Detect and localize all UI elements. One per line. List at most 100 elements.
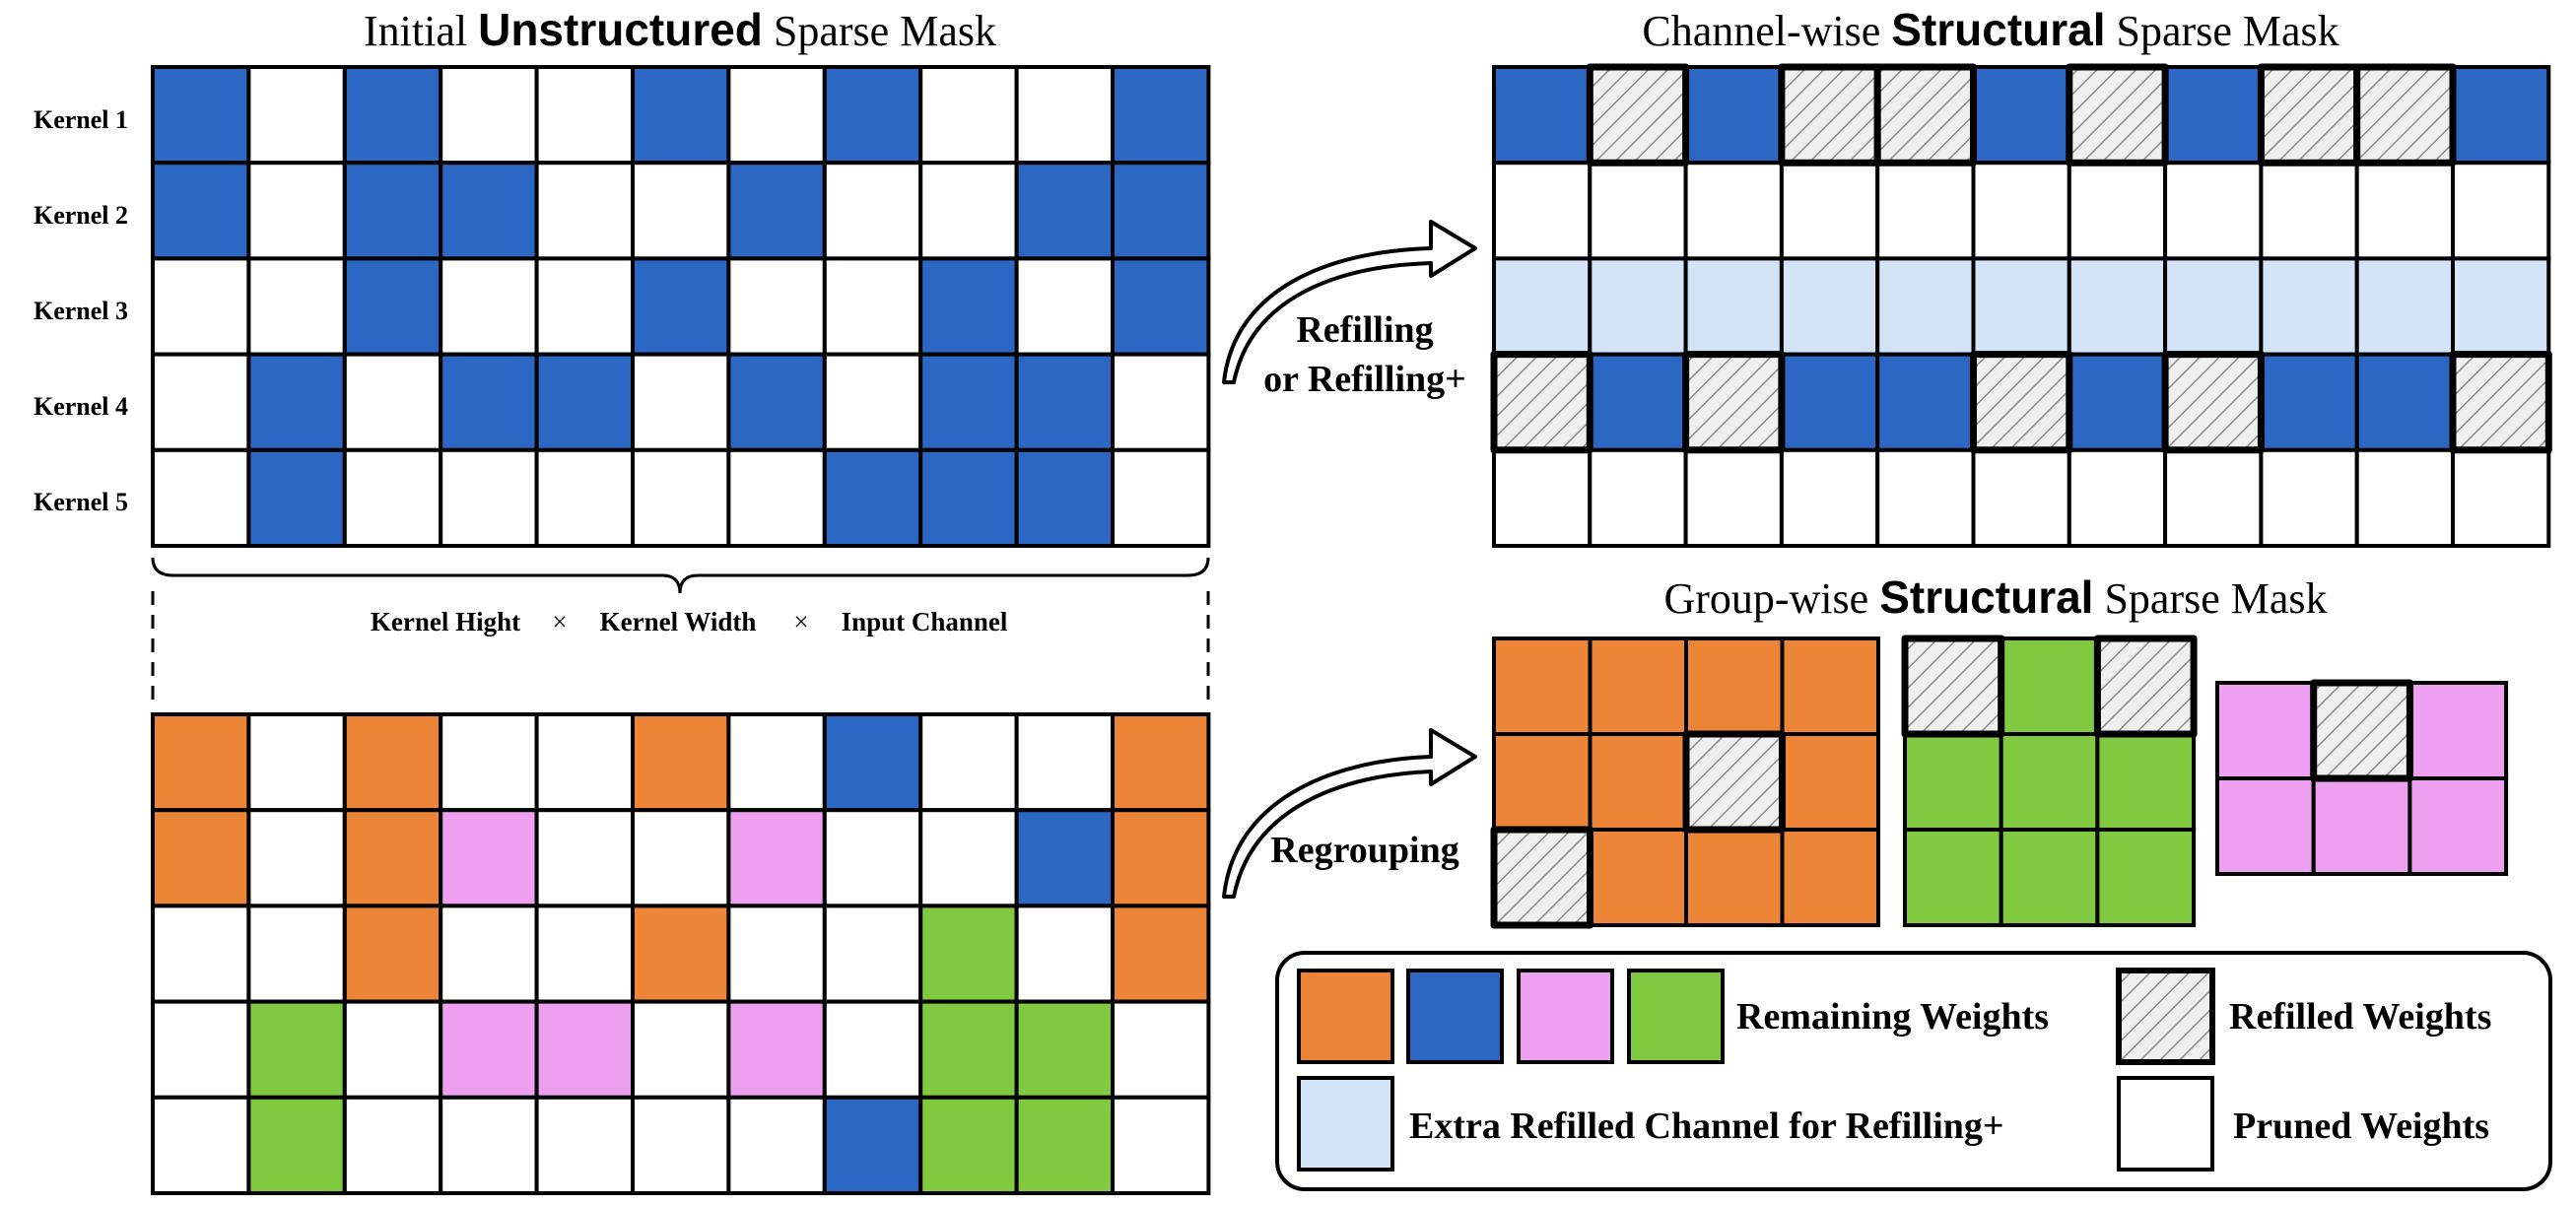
pruned-weight-cell [1779, 447, 1880, 548]
legend-swatch-extra-channel [1297, 1076, 1394, 1172]
dimension-brace [151, 557, 1210, 594]
pruned-weight-cell [1588, 161, 1688, 261]
remaining-weight-cell-orange [1111, 904, 1211, 1004]
pruned-weight-cell [631, 1095, 731, 1196]
extra-refilled-channel-cell [2354, 256, 2455, 357]
remaining-weight-cell-green [918, 999, 1019, 1100]
kernel-label: Kernel 4 [34, 392, 128, 421]
pruned-weight-cell [822, 904, 923, 1004]
remaining-weight-cell-blue [1683, 65, 1784, 166]
pruned-weight-cell [822, 999, 923, 1100]
remaining-weight-cell-green [2095, 732, 2197, 832]
remaining-weight-cell-blue [439, 161, 539, 261]
pruned-weight-cell [534, 1095, 635, 1196]
remaining-weight-cell-blue [1014, 352, 1115, 452]
pruned-weight-cell [439, 447, 539, 548]
extra-refilled-channel-cell [1779, 256, 1880, 357]
initial-title-pre: Initial [364, 7, 478, 55]
refilling-arrow [1222, 220, 1477, 384]
group-mask-title: Group-wise Structural Sparse Mask [1663, 571, 2327, 623]
remaining-weight-cell-pink [2215, 776, 2316, 876]
channel-wise-grid [1490, 63, 2552, 548]
channel-title-bold: Structural [1891, 4, 2105, 55]
pruned-weight-cell [2163, 161, 2264, 261]
remaining-weight-cell-green [1903, 828, 2003, 927]
group-title-post: Sparse Mask [2093, 574, 2327, 623]
input-channel-label: Input Channel [842, 607, 1008, 636]
remaining-weight-cell-orange [342, 904, 443, 1004]
pruned-weight-cell [631, 999, 731, 1100]
pruned-weight-cell [726, 65, 827, 166]
remaining-weight-cell-orange [151, 808, 251, 908]
extra-refilled-channel-cell [2451, 256, 2551, 357]
extra-refilled-channel-cell [2067, 256, 2168, 357]
remaining-weight-cell-pink [2215, 681, 2316, 780]
pruned-weight-cell [822, 256, 923, 357]
extra-refilled-channel-cell [1492, 256, 1593, 357]
pruned-weight-cell [822, 161, 923, 261]
pruned-weight-cell [1683, 161, 1784, 261]
remaining-weight-cell-blue [918, 256, 1019, 357]
remaining-weight-cell-blue [918, 447, 1019, 548]
regrouping-label: Regrouping [1270, 830, 1458, 871]
remaining-weight-cell-orange [342, 808, 443, 908]
refilled-weight-cell [1901, 635, 2005, 738]
remaining-weight-cell-blue [1971, 65, 2071, 166]
remaining-weight-cell-green [1999, 828, 2100, 927]
pruned-weight-cell [2451, 447, 2551, 548]
legend-swatch-pink [1517, 969, 1614, 1064]
pruned-weight-cell [918, 161, 1019, 261]
refilled-weight-cell [2066, 63, 2169, 167]
remaining-weight-cell-blue [822, 447, 923, 548]
remaining-weight-cell-blue [342, 65, 443, 166]
remaining-weight-cell-blue [151, 161, 251, 261]
remaining-weight-cell-blue [2259, 352, 2359, 452]
remaining-weight-cell-pink [534, 999, 635, 1100]
extra-refilled-channel-cell [1875, 256, 1976, 357]
kernel-width-label: Kernel Width [600, 607, 757, 636]
remaining-weight-cell-green [246, 1095, 347, 1196]
pruned-weight-cell [246, 256, 347, 357]
pruned-weight-cell [534, 904, 635, 1004]
pruned-weight-cell [822, 808, 923, 908]
remaining-weight-cell-green [1014, 1095, 1115, 1196]
group-title-pre: Group-wise [1663, 574, 1879, 623]
kernel-height-label: Kernel Hight [371, 607, 520, 636]
remaining-weight-cell-blue [1014, 808, 1115, 908]
remaining-weight-cell-blue [2451, 65, 2551, 166]
pruned-weight-cell [1683, 447, 1784, 548]
pruned-weight-cell [2354, 447, 2455, 548]
pruned-weight-cell [1875, 161, 1976, 261]
pruned-weight-cell [439, 256, 539, 357]
pruned-weight-cell [631, 808, 731, 908]
refilled-weight-cell [1490, 826, 1593, 929]
refilling-label: Refilling [1296, 309, 1433, 351]
remaining-weight-cell-orange [1684, 636, 1785, 736]
remaining-weight-cell-blue [2163, 65, 2264, 166]
pruned-weight-cell [726, 1095, 827, 1196]
remaining-weight-cell-blue [1014, 161, 1115, 261]
pruned-weight-cell [2067, 447, 2168, 548]
pruned-weight-cell [1111, 447, 1211, 548]
initial-unstructured-grid [151, 65, 1211, 548]
pruned-weight-cell [918, 712, 1019, 813]
remaining-weight-cell-green [246, 999, 347, 1100]
legend-pruned-label: Pruned Weights [2233, 1106, 2489, 1147]
remaining-weight-cell-orange [1780, 828, 1880, 927]
pruned-weight-cell [246, 808, 347, 908]
pruned-weight-cell [1014, 712, 1115, 813]
refilled-weight-cell [1586, 63, 1690, 167]
refilled-weight-cell [1873, 63, 1977, 167]
pruned-weight-cell [918, 65, 1019, 166]
pruned-weight-cell [439, 712, 539, 813]
times-symbol: × [793, 607, 808, 636]
pruned-weight-cell [151, 904, 251, 1004]
remaining-weight-cell-pink [2407, 776, 2509, 876]
remaining-weight-cell-orange [342, 712, 443, 813]
remaining-weight-cell-orange [1492, 732, 1593, 832]
refilled-weight-cell [1490, 351, 1593, 454]
pruned-weight-cell [1014, 904, 1115, 1004]
remaining-weight-cell-blue [246, 352, 347, 452]
pruned-weight-cell [1875, 447, 1976, 548]
pruned-weight-cell [918, 808, 1019, 908]
